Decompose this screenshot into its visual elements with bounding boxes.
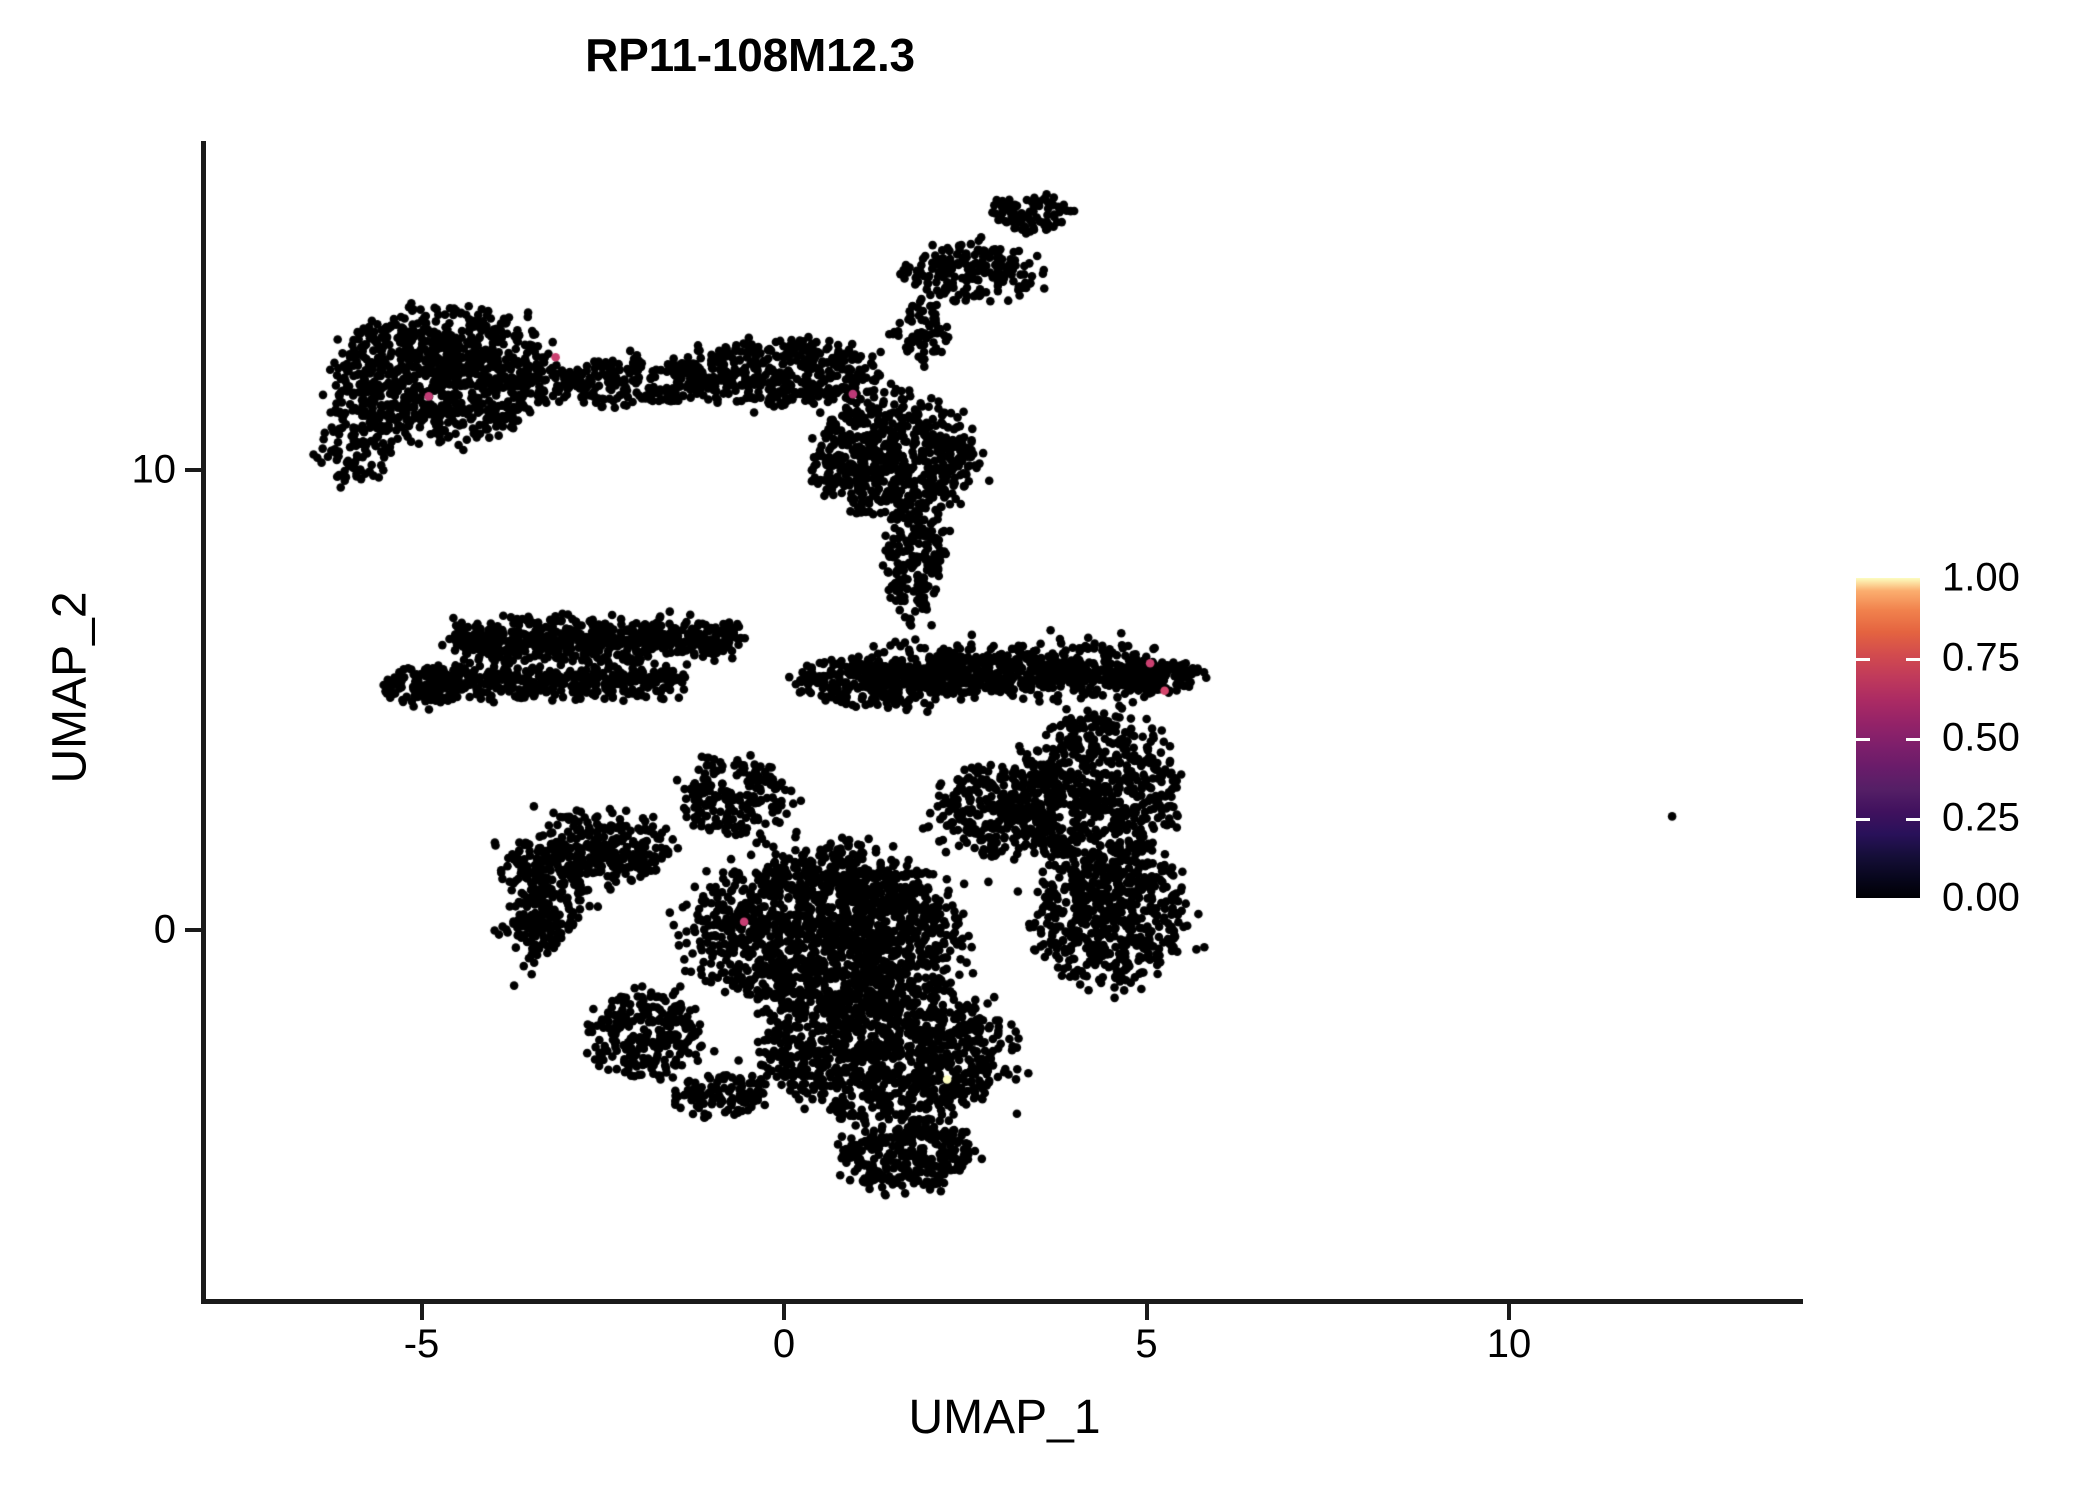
- x-tick-label: -5: [403, 1322, 440, 1366]
- y-axis-line: [201, 141, 206, 1303]
- colorbar-tick-mark: [1856, 658, 1870, 661]
- colorbar-label: 0.50: [1942, 715, 2020, 760]
- y-tick-mark: [185, 928, 201, 932]
- x-axis-title: UMAP_1: [908, 1391, 1101, 1444]
- colorbar-tick-mark: [1906, 818, 1920, 821]
- x-tick-mark: [419, 1304, 424, 1320]
- y-axis-tick-labels: 10 0: [0, 0, 177, 1500]
- colorbar-tick-mark: [1856, 738, 1870, 741]
- x-tick-mark: [1507, 1304, 1511, 1320]
- colorbar-tick-mark: [1906, 738, 1920, 741]
- x-tick-label: 10: [1486, 1322, 1532, 1366]
- plot-panel: [206, 141, 1803, 1302]
- x-tick-mark: [782, 1304, 786, 1320]
- colorbar-tick-mark: [1906, 658, 1920, 661]
- y-tick-mark: [185, 468, 201, 472]
- colorbar-label: 0.00: [1942, 875, 2020, 920]
- x-tick-mark: [1144, 1304, 1149, 1320]
- y-axis-title: UMAP_2: [43, 591, 97, 784]
- y-tick-label: 0: [153, 907, 176, 952]
- colorbar-label: 0.25: [1942, 795, 2020, 840]
- x-tick-label: 0: [772, 1322, 796, 1366]
- colorbar-label: 1.00: [1942, 555, 2020, 600]
- x-tick-label: 5: [1135, 1322, 1158, 1366]
- y-tick-label: 10: [131, 447, 177, 492]
- colorbar-tick-mark: [1856, 818, 1870, 821]
- page-title: RP11-108M12.3: [585, 29, 915, 81]
- scatter-plot-canvas: [206, 141, 1803, 1302]
- colorbar-label: 0.75: [1942, 635, 2020, 680]
- x-axis-line: [201, 1299, 1803, 1304]
